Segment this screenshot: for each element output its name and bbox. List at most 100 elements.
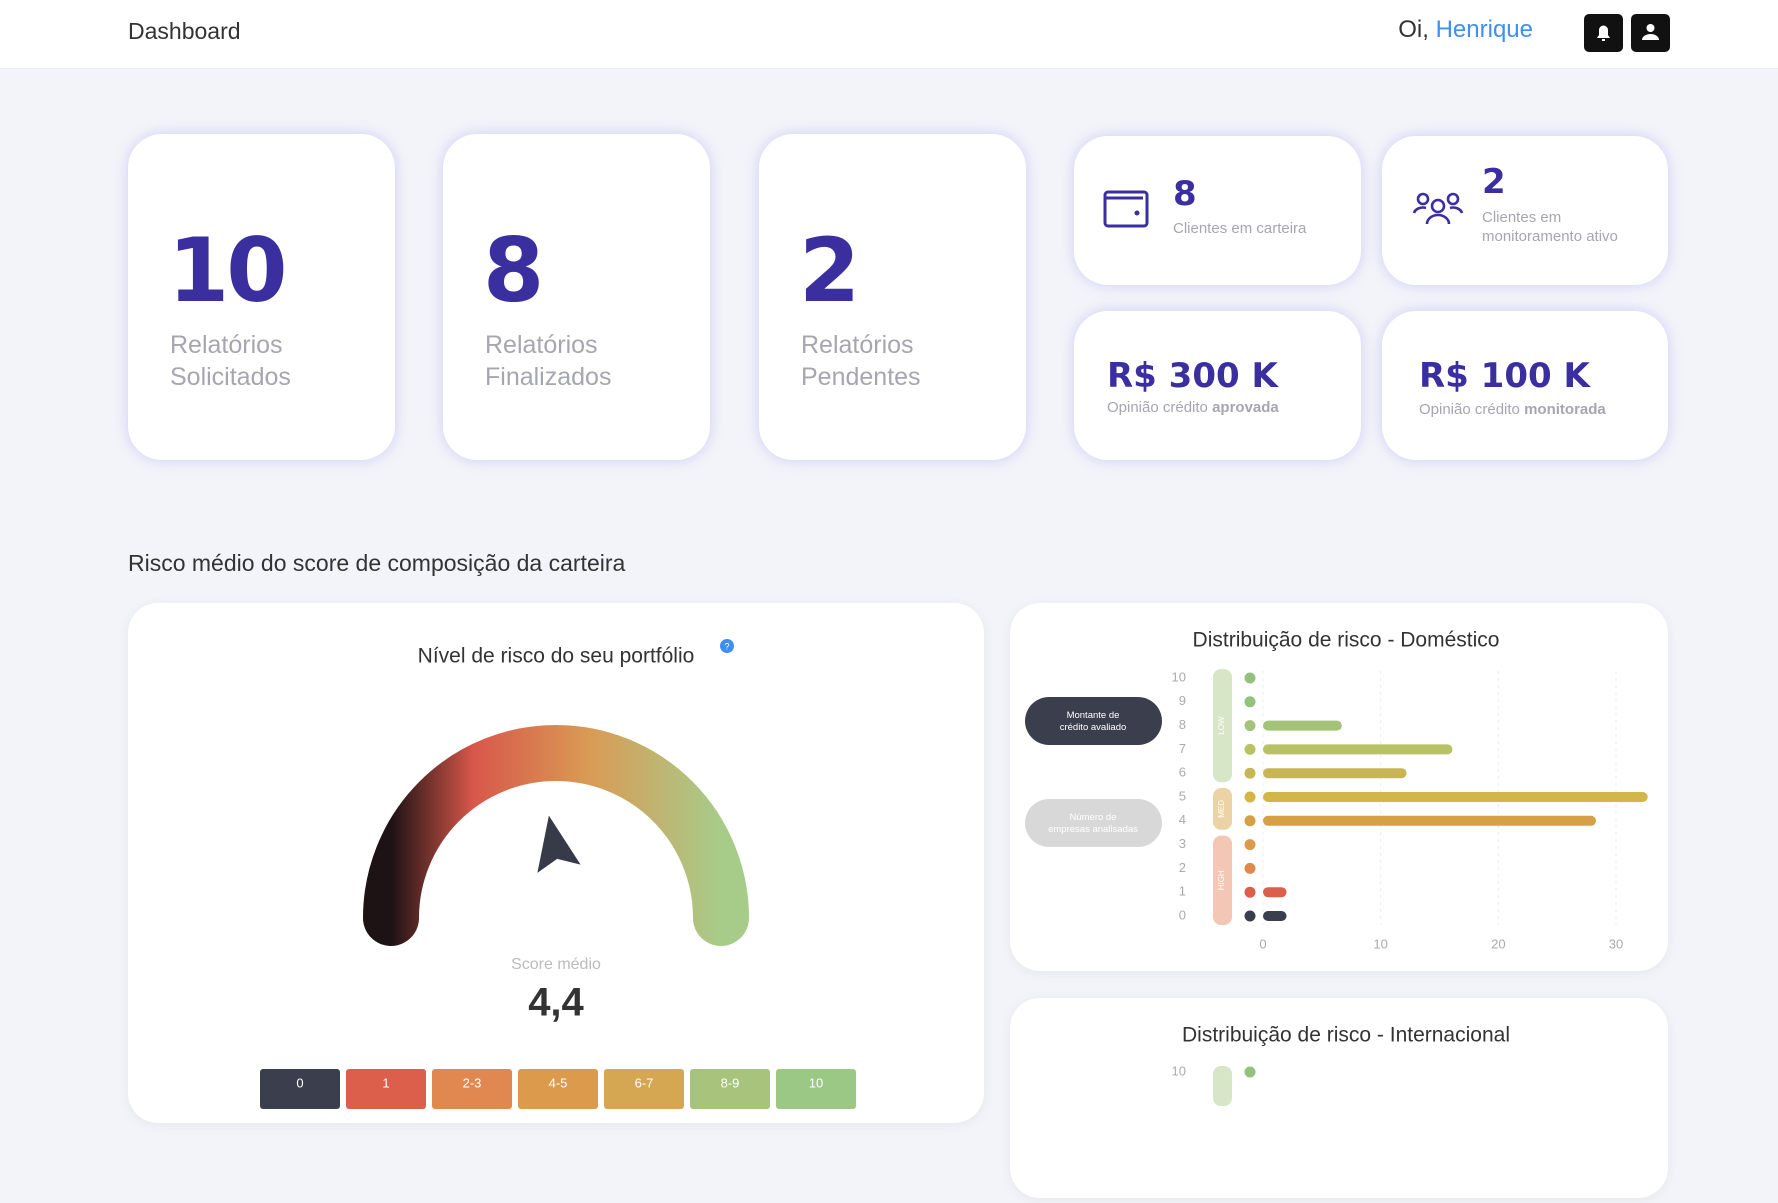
scale-chip-label: 1 [382, 1075, 389, 1090]
international-chart: Distribuição de risco - Internacional 10 [1172, 1024, 1510, 1106]
level-dot [1244, 672, 1256, 684]
gauge-arc [363, 725, 749, 946]
page-title: Dashboard [128, 18, 241, 44]
chart-card: Distribuição de risco - Internacional 10 [1010, 998, 1668, 1198]
dot [1244, 1066, 1256, 1078]
profile-button[interactable] [1631, 14, 1670, 52]
help-icon [720, 639, 734, 653]
credit-value: R$ 300 K [1107, 356, 1278, 396]
legend-pill [1025, 697, 1162, 745]
level-dot [1244, 720, 1256, 732]
credit-caption: Opinião crédito [1107, 399, 1208, 416]
user-name[interactable]: Henrique [1435, 16, 1533, 43]
stat-value: 2 [1482, 162, 1506, 202]
header: Dashboard Oi, Henrique [0, 0, 1778, 69]
level-dot [1244, 815, 1256, 827]
level-dot [1244, 886, 1256, 898]
y-tick-label: 7 [1179, 741, 1186, 756]
stat-card: 10 Relatórios Solicitados [128, 134, 395, 460]
risk-band-label: HIGH [1217, 870, 1226, 890]
mini-stat-card: 8 Clientes em carteira [1074, 136, 1361, 285]
credit-caption-bold: monitorada [1524, 401, 1606, 418]
gauge-card: Nível de risco do seu portfólio? Score mé… [128, 603, 984, 1123]
x-tick-label: 30 [1609, 936, 1623, 951]
y-tick-label: 6 [1179, 765, 1186, 780]
bar [1263, 768, 1407, 779]
y-tick-label: 1 [1179, 884, 1186, 899]
level-dot [1244, 743, 1256, 755]
stat-value: 2 [799, 219, 860, 322]
y-tick-label: 0 [1179, 907, 1186, 922]
y-tick-label: 2 [1179, 860, 1186, 875]
greeting: Oi, Henrique [1398, 16, 1533, 44]
level-dot [1244, 862, 1256, 874]
stat-value: 8 [483, 219, 544, 322]
stat-label: Relatórios [170, 331, 283, 359]
risk-band-label: LOW [1217, 716, 1226, 735]
scale-chip-label: 10 [809, 1075, 823, 1090]
stat-card: 8 Relatórios Finalizados [443, 134, 710, 460]
gauge-title: Nível de risco do seu portfólio [418, 645, 695, 668]
y-tick-label: 8 [1179, 717, 1186, 732]
band [1213, 1066, 1232, 1106]
stat-label: Pendentes [801, 363, 921, 391]
x-tick-label: 10 [1373, 936, 1387, 951]
gauge-label: Score médio [511, 956, 601, 973]
level-dot [1244, 696, 1256, 708]
scale-chip-label: 0 [296, 1075, 303, 1090]
scale-chip-label: 4-5 [549, 1075, 568, 1090]
x-tick-label: 20 [1491, 936, 1505, 951]
bar [1263, 744, 1453, 755]
stat-value: 8 [1173, 174, 1197, 214]
level-dot [1244, 791, 1256, 803]
scale-chip-label: 8-9 [721, 1075, 740, 1090]
y-tick-label: 5 [1179, 788, 1186, 803]
level-dot [1244, 910, 1256, 922]
notifications-button[interactable] [1584, 14, 1623, 52]
risk-band [1213, 788, 1232, 830]
bar [1263, 815, 1596, 826]
x-tick-label: 0 [1259, 936, 1266, 951]
stat-value: 10 [168, 219, 287, 322]
bar [1263, 720, 1342, 731]
legend-pill [1025, 799, 1162, 847]
credit-caption: Opinião crédito [1419, 401, 1520, 418]
help-text: ? [724, 641, 729, 651]
stat-label: Relatórios [801, 331, 914, 359]
section-title: Risco médio do score de composição da ca… [128, 550, 626, 576]
risk-band-label: MED [1217, 800, 1226, 818]
credit-card: R$ 300 K Opinião crédito aprovada [1074, 311, 1361, 460]
scale-chip-label: 6-7 [635, 1075, 654, 1090]
chart-title: Distribuição de risco - Doméstico [1193, 629, 1500, 652]
risk-band [1213, 669, 1232, 783]
credit-caption-bold: aprovada [1212, 399, 1279, 416]
level-dot [1244, 839, 1256, 851]
gauge: Nível de risco do seu portfólio ? Score mé… [260, 639, 856, 1109]
bar [1263, 911, 1287, 921]
gauge-value: 4,4 [528, 981, 584, 1025]
stat-label: Clientes em carteira [1173, 220, 1307, 237]
y-tick-label: 10 [1172, 669, 1186, 684]
y-tick-label: 9 [1179, 693, 1186, 708]
legend-label: Montante de crédito avaliado [1060, 710, 1127, 733]
mini-stat-card: 2 Clientes em monitoramento ativo [1382, 136, 1668, 285]
stat-card: 2 Relatórios Pendentes [759, 134, 1026, 460]
chart-card: Distribuição de risco - Doméstico 0 10 20 30… [1010, 603, 1668, 971]
y-tick-label: 10 [1172, 1063, 1186, 1078]
y-tick-label: 4 [1179, 812, 1186, 827]
chart-title: Distribuição de risco - Internacional [1182, 1024, 1510, 1047]
wallet-icon [1103, 190, 1149, 228]
level-dot [1244, 767, 1256, 779]
people-icon [1412, 192, 1464, 225]
scale-chip-label: 2-3 [463, 1075, 482, 1090]
y-tick-label: 3 [1179, 836, 1186, 851]
gauge-needle [537, 815, 581, 873]
legend-label: Número de empresas analisadas [1048, 812, 1138, 835]
bar [1263, 792, 1648, 802]
greeting-text: Oi, [1398, 16, 1429, 43]
stat-label: monitoramento ativo [1482, 228, 1618, 245]
bell-icon [1597, 25, 1610, 41]
bar [1263, 887, 1287, 898]
stat-label: Finalizados [485, 363, 612, 391]
